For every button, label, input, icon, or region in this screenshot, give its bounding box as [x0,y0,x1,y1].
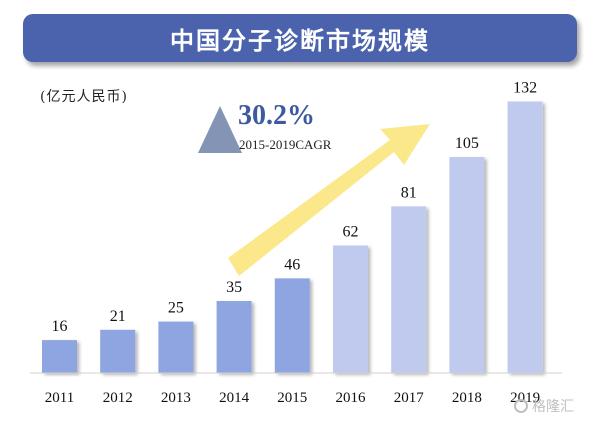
bar-2019 [507,101,543,373]
x-tick-label-2011: 2011 [45,390,74,406]
x-tick-label-2012: 2012 [103,390,133,406]
growth-arrow [228,124,430,276]
bar-2011 [42,340,77,373]
bar-2017 [391,206,427,373]
x-tick-label-2014: 2014 [219,390,250,406]
page-title: 中国分子诊断市场规模 [170,26,430,55]
x-tick-label-2013: 2013 [161,390,191,406]
watermark-text: 格隆汇 [532,399,574,415]
bar-2018 [449,157,485,373]
value-label-2011: 16 [52,318,68,335]
value-label-2012: 21 [110,308,126,325]
bars-group: 16 2011 21 2012 25 2013 35 2014 46 2015 62 2016 81 20… [42,79,543,406]
x-tick-label-2018: 2018 [452,390,482,406]
value-label-2015: 46 [284,256,300,273]
value-label-2013: 25 [168,300,184,317]
value-label-2017: 81 [401,184,417,201]
bar-2016 [333,245,368,373]
value-label-2018: 105 [455,135,479,152]
value-label-2019: 132 [513,79,537,96]
cagr-value: 30.2% [238,100,315,131]
gelonghui-logo-icon [514,399,528,413]
title-banner: 中国分子诊断市场规模 [23,14,577,62]
x-tick-label-2017: 2017 [394,390,425,406]
x-tick-label-2015: 2015 [277,390,307,406]
bar-2013 [158,321,194,373]
watermark: 格隆汇 [514,396,574,416]
bar-2015 [274,278,310,373]
bar-2014 [216,301,252,373]
cagr-triangle-icon [198,106,242,153]
value-label-2014: 35 [226,279,242,296]
bar-2012 [100,329,136,373]
value-label-2016: 62 [343,223,359,240]
x-tick-label-2016: 2016 [336,390,367,406]
cagr-period-label: 2015-2019CAGR [239,137,332,152]
unit-label: (亿元人民币) [40,89,128,105]
